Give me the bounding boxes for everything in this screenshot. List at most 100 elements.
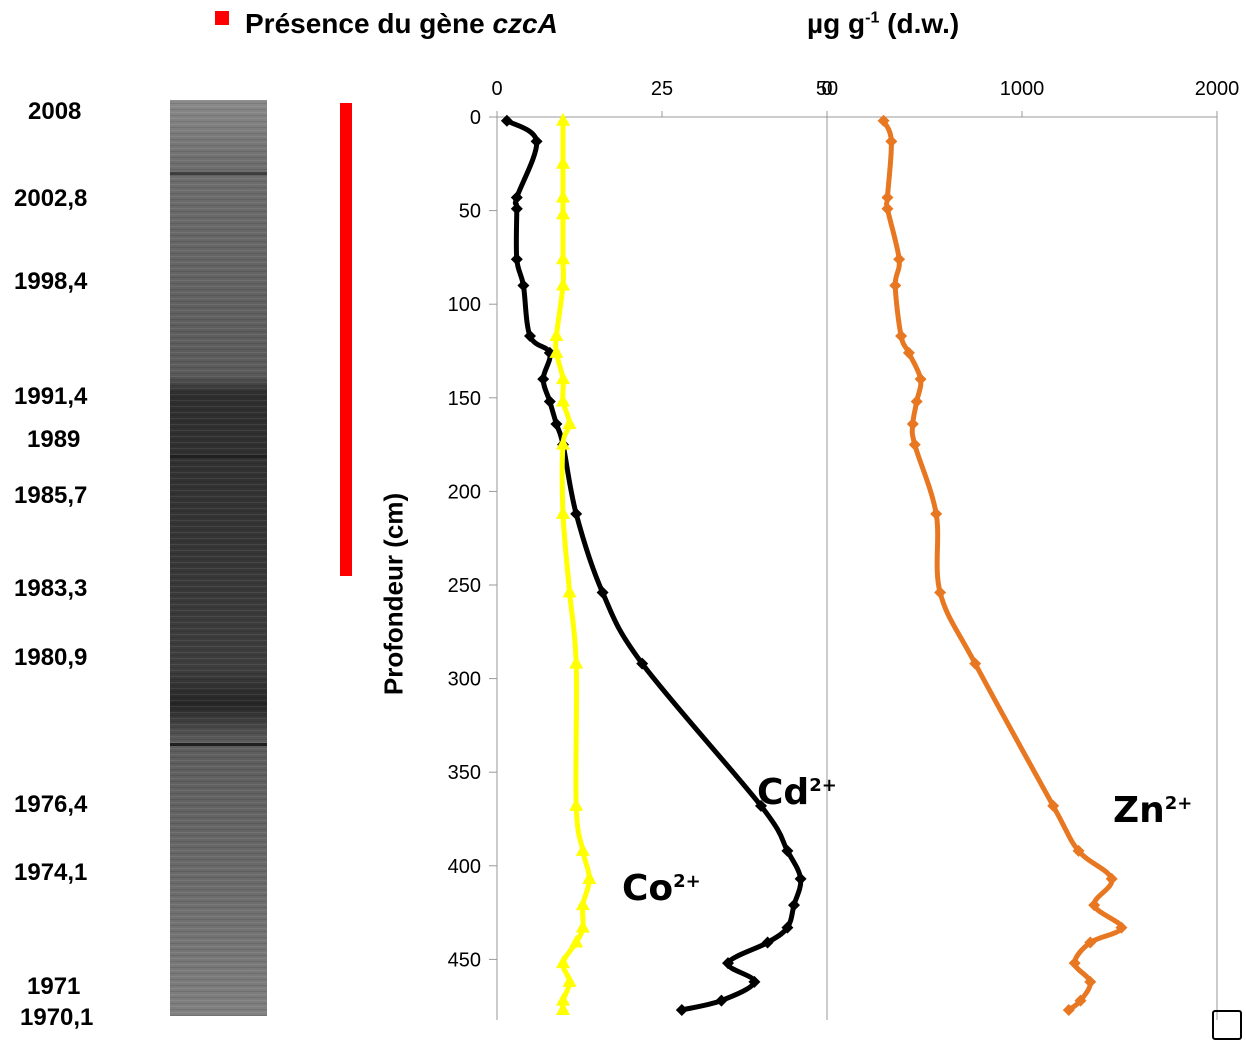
- units-suffix: (d.w.): [879, 8, 960, 39]
- data-point: [781, 844, 794, 857]
- data-point: [914, 373, 927, 386]
- year-label: 1980,9: [14, 644, 88, 671]
- data-point: [556, 371, 570, 385]
- series-label-cd-base: Cd: [757, 772, 810, 813]
- data-point: [902, 346, 915, 359]
- data-point: [556, 436, 570, 450]
- data-point: [549, 344, 564, 358]
- year-label: 1991,4: [14, 383, 88, 410]
- year-label: 2008: [28, 98, 82, 125]
- data-point: [877, 114, 890, 127]
- data-point: [562, 973, 577, 987]
- units-label: µg g-1 (d.w.): [807, 8, 959, 40]
- data-point: [524, 330, 536, 343]
- data-point: [969, 657, 982, 670]
- series-line: [553, 118, 592, 1013]
- data-point: [510, 253, 523, 266]
- data-point: [556, 393, 570, 407]
- sediment-core-image: [170, 100, 267, 1016]
- y-tick-label: 400: [448, 856, 481, 878]
- year-label: 1989: [27, 426, 81, 453]
- legend-swatch: [215, 11, 229, 25]
- y-tick-label: 450: [448, 949, 481, 971]
- y-tick-label: 200: [448, 481, 481, 503]
- czca-presence-bar: [340, 103, 352, 576]
- data-point: [562, 584, 577, 598]
- data-point: [893, 253, 906, 266]
- year-label: 1970,1: [20, 1004, 94, 1031]
- y-tick-label: 50: [459, 201, 481, 223]
- data-point: [895, 330, 908, 343]
- series-line: [881, 118, 1124, 1013]
- data-point: [556, 251, 570, 265]
- data-point: [1105, 872, 1118, 885]
- series-label-co: Co2+: [622, 868, 701, 909]
- data-point: [1047, 799, 1060, 812]
- data-point: [715, 994, 728, 1007]
- legend-label-gene: czcA: [492, 8, 558, 39]
- data-point: [556, 1001, 570, 1015]
- data-point: [562, 416, 577, 430]
- data-point: [636, 657, 649, 670]
- data-point: [543, 395, 556, 408]
- data-point: [1072, 844, 1085, 857]
- data-point: [930, 507, 943, 520]
- data-point: [510, 202, 523, 215]
- data-point: [556, 206, 570, 220]
- data-point: [881, 202, 894, 215]
- data-point: [517, 279, 530, 292]
- data-point: [794, 872, 807, 885]
- year-label: 1974,1: [14, 859, 88, 886]
- data-point: [569, 797, 584, 811]
- data-point: [908, 438, 921, 451]
- data-point: [755, 799, 767, 812]
- series-label-zn: Zn2+: [1113, 790, 1192, 831]
- data-point: [510, 191, 523, 204]
- x-tick-label: 50: [816, 78, 838, 100]
- data-point: [556, 955, 570, 969]
- data-point: [781, 921, 794, 934]
- legend-label: Présence du gène czcA: [245, 8, 558, 40]
- year-label: 1971: [27, 973, 81, 1000]
- legend-label-prefix: Présence du gène: [245, 8, 493, 39]
- x-tick-label: 0: [491, 78, 502, 100]
- y-tick-label: 150: [448, 388, 481, 410]
- data-point: [537, 373, 550, 386]
- x-tick-label: 25: [651, 78, 673, 100]
- data-point: [570, 507, 583, 520]
- data-point: [556, 505, 570, 519]
- series-label-co-sup: 2+: [673, 871, 701, 892]
- data-point: [1074, 994, 1087, 1007]
- series-label-cd-sup: 2+: [809, 775, 837, 796]
- year-label: 1998,4: [14, 268, 88, 295]
- data-point: [748, 975, 761, 988]
- data-point: [1115, 921, 1128, 934]
- year-label: 1976,4: [14, 791, 88, 818]
- series-label-zn-base: Zn: [1113, 790, 1165, 831]
- data-point: [556, 155, 570, 169]
- x-tick-label: 1000: [1000, 78, 1045, 100]
- data-point: [675, 1003, 688, 1016]
- data-point: [556, 112, 570, 126]
- series-label-cd: Cd2+: [757, 772, 837, 813]
- y-tick-label: 350: [448, 762, 481, 784]
- data-point: [881, 191, 894, 204]
- data-point: [569, 655, 584, 669]
- data-point: [761, 936, 774, 949]
- units-prefix: µg g: [807, 8, 866, 39]
- data-point: [556, 992, 570, 1006]
- data-point: [1084, 936, 1097, 949]
- data-point: [596, 586, 609, 599]
- year-label: 1985,7: [14, 482, 88, 509]
- data-point: [549, 328, 564, 342]
- y-tick-label: 300: [448, 669, 481, 691]
- corner-icon: [1212, 1010, 1242, 1040]
- data-point: [889, 279, 902, 292]
- series-label-zn-sup: 2+: [1164, 793, 1193, 814]
- data-point: [530, 135, 543, 148]
- year-label: 1983,3: [14, 575, 88, 602]
- data-point: [556, 277, 570, 291]
- x-tick-label: 0: [821, 78, 832, 100]
- data-point: [910, 395, 923, 408]
